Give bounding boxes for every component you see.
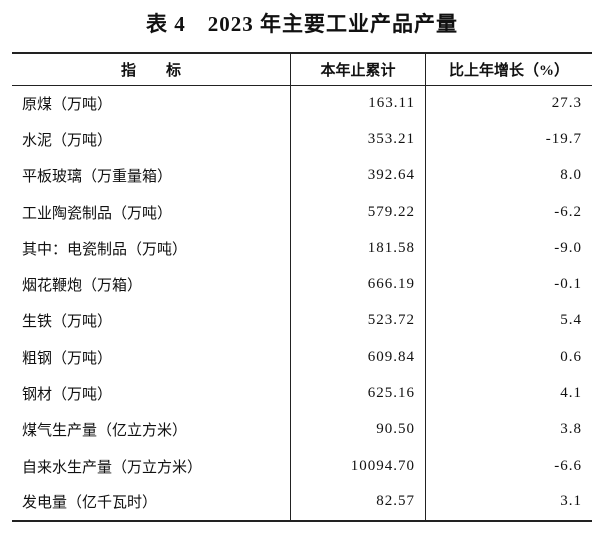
value-cell: 27.3: [425, 85, 592, 122]
value-cell: 625.16: [290, 375, 426, 412]
table-row: 水泥（万吨） 353.21 -19.7: [12, 121, 592, 158]
indicator-cell: 钢材（万吨）: [22, 387, 113, 404]
indicator-cell: 粗钢（万吨）: [22, 350, 113, 367]
table-row: 工业陶瓷制品（万吨） 579.22 -6.2: [12, 193, 592, 231]
table-row: 平板玻璃（万重量箱） 392.64 8.0: [12, 157, 592, 194]
table-row: 自来水生产量（万立方米） 10094.70 -6.6: [12, 447, 592, 485]
value-cell: 0.6: [425, 339, 592, 376]
value-cell: 181.58: [290, 230, 426, 267]
value-cell: 579.22: [290, 193, 426, 231]
value-cell: 353.21: [290, 121, 426, 158]
value-cell: -6.2: [425, 193, 592, 231]
table-row: 发电量（亿千瓦时） 82.57 3.1: [12, 484, 592, 522]
table-row: 其中：电瓷制品（万吨） 181.58 -9.0: [12, 230, 592, 267]
indicator-cell: 发电量（亿千瓦时）: [12, 484, 291, 522]
header-cell: 本年止累计: [290, 52, 426, 86]
value-cell: 666.19: [290, 266, 426, 303]
value-cell: 3.1: [425, 484, 592, 522]
header-row: 指 标本年止累计 比上年增长（%）: [12, 52, 592, 86]
indicator-cell: 烟花鞭炮（万箱）: [22, 278, 143, 295]
table-title: 表 4 2023 年主要工业产品产量: [146, 12, 458, 36]
indicator-cell: 原煤（万吨）: [22, 96, 113, 113]
value-cell: 5.4: [425, 302, 592, 340]
value-cell: 4.1: [425, 375, 592, 412]
indicator-cell: 水泥（万吨）: [22, 132, 113, 149]
value-cell: 82.57: [290, 484, 426, 522]
table-row: 烟花鞭炮（万箱） 666.19 -0.1: [12, 266, 592, 303]
value-cell: 3.8: [425, 411, 592, 448]
table-header: 指 标本年止累计 比上年增长（%）: [12, 52, 592, 86]
value-cell: 10094.70: [290, 447, 426, 485]
value-cell: 163.11: [290, 85, 426, 122]
indicator-cell: 生铁（万吨）: [22, 314, 113, 331]
value-cell: -19.7: [425, 121, 592, 158]
value-cell: -6.6: [425, 447, 592, 485]
value-cell: 523.72: [290, 302, 426, 340]
indicator-cell: 工业陶瓷制品（万吨）: [22, 205, 173, 222]
value-cell: 392.64: [290, 157, 426, 194]
header-cell: 比上年增长（%）: [425, 52, 592, 86]
table-body: 原煤（万吨） 163.11 27.3 水泥（万吨） 353.21 -19.7 平板玻璃（万重…: [12, 85, 592, 522]
indicator-cell: 煤气生产量（亿立方米）: [22, 423, 188, 440]
indicator-cell: 平板玻璃（万重量箱）: [22, 169, 173, 186]
header-cell: 指 标: [12, 52, 291, 86]
table-row: 煤气生产量（亿立方米） 90.50 3.8: [12, 411, 592, 448]
value-cell: 90.50: [290, 411, 426, 448]
indicator-cell: 自来水生产量（万立方米）: [22, 459, 203, 476]
table-row: 粗钢（万吨） 609.84 0.6: [12, 339, 592, 376]
value-cell: 609.84: [290, 339, 426, 376]
value-cell: -9.0: [425, 230, 592, 267]
data-table: 指 标本年止累计 比上年增长（%） 原煤（万吨） 163.11 27.3 水泥（万吨） 3…: [12, 52, 592, 522]
indicator-cell: 其中：电瓷制品（万吨）: [22, 241, 188, 258]
value-cell: 8.0: [425, 157, 592, 194]
table-row: 原煤（万吨） 163.11 27.3: [12, 85, 592, 122]
value-cell: -0.1: [425, 266, 592, 303]
table-row: 生铁（万吨） 523.72 5.4: [12, 302, 592, 340]
table-row: 钢材（万吨） 625.16 4.1: [12, 375, 592, 412]
